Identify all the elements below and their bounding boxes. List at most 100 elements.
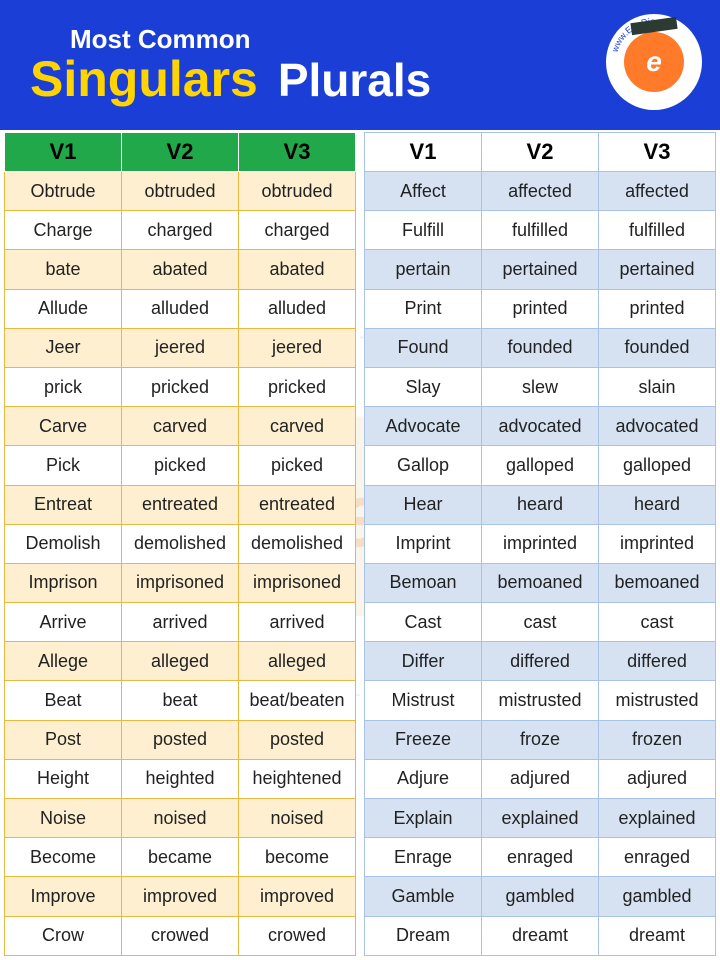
table-cell: Gallop [365,446,482,485]
table-cell: differed [482,642,599,681]
col-header-v1: V1 [5,133,122,172]
table-cell: galloped [599,446,716,485]
table-row: Imprisonimprisonedimprisoned [5,563,356,602]
table-cell: abated [122,250,239,289]
table-cell: heard [599,485,716,524]
table-cell: Freeze [365,720,482,759]
table-cell: charged [122,211,239,250]
table-cell: obtruded [122,172,239,211]
col-header-v2: V2 [482,133,599,172]
table-row: Arrivearrivedarrived [5,603,356,642]
singulars-table: V1 V2 V3 ObtrudeobtrudedobtrudedChargech… [4,132,356,956]
table-cell: printed [599,289,716,328]
table-cell: fulfilled [599,211,716,250]
table-row: Fulfillfulfilledfulfilled [365,211,716,250]
table-cell: heard [482,485,599,524]
col-header-v1: V1 [365,133,482,172]
table-cell: pertained [482,250,599,289]
table-cell: differed [599,642,716,681]
table-cell: imprinted [482,524,599,563]
table-cell: Allege [5,642,122,681]
table-header-row: V1 V2 V3 [5,133,356,172]
table-cell: heightened [239,759,356,798]
table-cell: printed [482,289,599,328]
table-row: Chargechargedcharged [5,211,356,250]
table-cell: Charge [5,211,122,250]
table-cell: Obtrude [5,172,122,211]
table-cell: beat [122,681,239,720]
table-cell: dreamt [599,916,716,955]
table-row: Heightheightedheightened [5,759,356,798]
title-row: Singulars Plurals [30,54,431,104]
table-row: bateabatedabated [5,250,356,289]
table-cell: noised [122,799,239,838]
table-cell: Enrage [365,838,482,877]
table-cell: slain [599,367,716,406]
table-row: Obtrudeobtrudedobtruded [5,172,356,211]
table-row: Allegeallegedalleged [5,642,356,681]
table-cell: Improve [5,877,122,916]
table-cell: obtruded [239,172,356,211]
table-row: Hearheardheard [365,485,716,524]
table-cell: demolished [239,524,356,563]
table-row: prickprickedpricked [5,367,356,406]
table-cell: crowed [239,916,356,955]
table-row: Mistrustmistrustedmistrusted [365,681,716,720]
table-row: Becomebecamebecome [5,838,356,877]
table-cell: pertained [599,250,716,289]
table-cell: imprisoned [239,563,356,602]
table-cell: cast [482,603,599,642]
title-singulars: Singulars [30,54,258,104]
table-cell: Imprison [5,563,122,602]
table-row: Pickpickedpicked [5,446,356,485]
table-cell: advocated [482,407,599,446]
table-cell: Demolish [5,524,122,563]
table-row: Freezefrozefrozen [365,720,716,759]
table-cell: Arrive [5,603,122,642]
table-row: Improveimprovedimproved [5,877,356,916]
table-cell: jeered [122,328,239,367]
table-cell: posted [122,720,239,759]
title-plurals: Plurals [278,57,431,103]
table-cell: Mistrust [365,681,482,720]
logo-badge: www.EngDic.org e [606,14,702,110]
table-cell: galloped [482,446,599,485]
table-row: Foundfoundedfounded [365,328,716,367]
table-cell: entreated [122,485,239,524]
table-cell: founded [482,328,599,367]
table-cell: Affect [365,172,482,211]
table-cell: improved [122,877,239,916]
table-cell: Noise [5,799,122,838]
table-cell: gambled [599,877,716,916]
table-cell: Imprint [365,524,482,563]
table-cell: pricked [122,367,239,406]
tables-container: e V1 V2 V3 ObtrudeobtrudedobtrudedCharge… [0,130,720,960]
table-cell: alleged [239,642,356,681]
table-cell: Cast [365,603,482,642]
table-cell: enraged [482,838,599,877]
table-cell: fulfilled [482,211,599,250]
table-cell: Bemoan [365,563,482,602]
table-cell: beat/beaten [239,681,356,720]
table-cell: Crow [5,916,122,955]
table-row: pertainpertainedpertained [365,250,716,289]
table-cell: Dream [365,916,482,955]
table-cell: frozen [599,720,716,759]
table-cell: slew [482,367,599,406]
table-cell: alluded [122,289,239,328]
table-cell: abated [239,250,356,289]
table-cell: affected [482,172,599,211]
table-cell: Carve [5,407,122,446]
table-cell: Become [5,838,122,877]
table-cell: pertain [365,250,482,289]
table-cell: bemoaned [599,563,716,602]
table-cell: Advocate [365,407,482,446]
table-cell: became [122,838,239,877]
table-cell: explained [599,799,716,838]
table-cell: Slay [365,367,482,406]
table-row: Adjureadjuredadjured [365,759,716,798]
table-cell: Beat [5,681,122,720]
table-cell: advocated [599,407,716,446]
table-cell: jeered [239,328,356,367]
table-cell: Height [5,759,122,798]
